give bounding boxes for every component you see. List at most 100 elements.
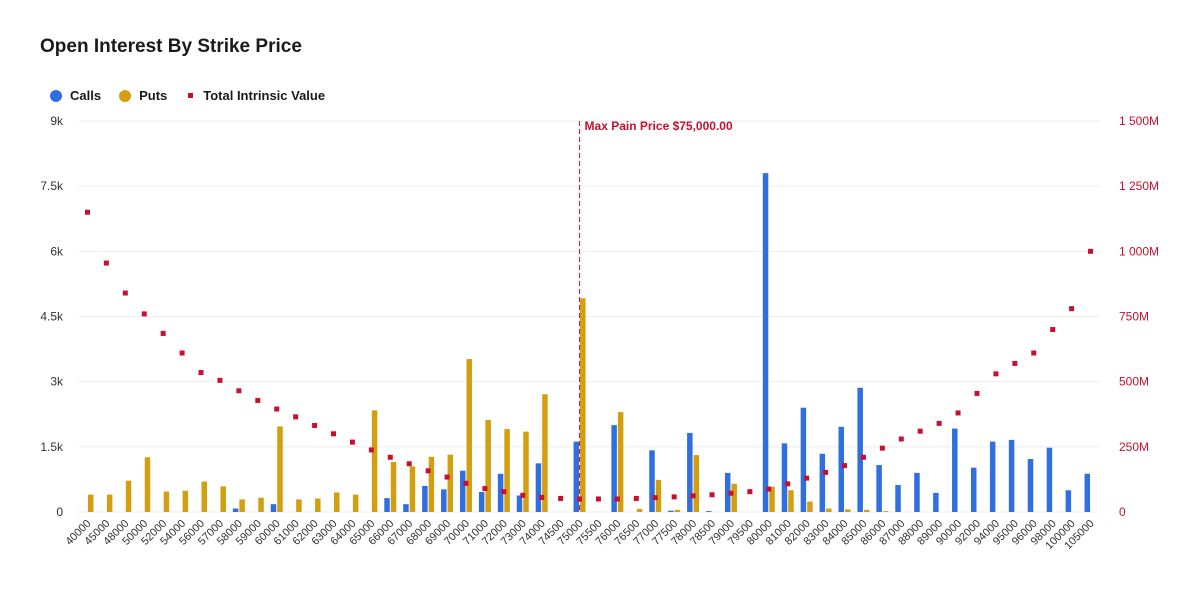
total-intrinsic-point: [520, 492, 526, 498]
total-intrinsic-point: [879, 445, 885, 451]
total-intrinsic-point: [312, 422, 318, 428]
total-intrinsic-point: [198, 370, 204, 376]
total-swatch-icon: [188, 93, 194, 98]
total-intrinsic-point: [274, 406, 280, 412]
calls-bar: [403, 504, 409, 512]
calls-bar: [232, 508, 239, 512]
calls-bar: [1008, 439, 1015, 512]
calls-bar: [876, 465, 882, 512]
y-tick-label-left: 0: [56, 505, 63, 519]
total-intrinsic-point: [671, 494, 677, 500]
total-intrinsic-point: [993, 371, 999, 377]
y-tick-label-right: 250M: [1119, 440, 1149, 454]
y-tick-label-right: 1 500M: [1119, 114, 1159, 128]
total-intrinsic-point: [652, 495, 658, 501]
y-tick-label-left: 3k: [50, 375, 64, 389]
calls-bar: [952, 428, 958, 512]
puts-bar: [220, 486, 226, 512]
total-intrinsic-point: [387, 454, 393, 460]
puts-bar: [769, 486, 775, 512]
puts-bar: [882, 511, 889, 512]
calls-bar: [497, 473, 504, 512]
total-intrinsic-point: [842, 463, 847, 469]
legend-item-calls[interactable]: Calls: [50, 88, 101, 103]
puts-bar: [87, 494, 94, 512]
total-intrinsic-point: [141, 311, 147, 317]
total-intrinsic-point: [1088, 248, 1094, 254]
calls-bar: [724, 472, 731, 512]
total-intrinsic-point: [539, 494, 545, 500]
total-intrinsic-point: [804, 475, 810, 481]
calls-bar: [895, 485, 901, 512]
puts-bar: [163, 491, 170, 512]
chart-title: Open Interest By Strike Price: [40, 36, 302, 57]
calls-bar: [384, 498, 390, 512]
puts-bar: [731, 483, 737, 512]
y-tick-label-right: 1 250M: [1119, 179, 1159, 193]
calls-bar: [989, 441, 996, 512]
puts-bar: [296, 499, 302, 512]
calls-bar: [914, 472, 920, 512]
puts-bar: [390, 462, 397, 512]
puts-bar: [807, 501, 813, 512]
total-intrinsic-point: [217, 377, 223, 383]
legend-item-total[interactable]: Total Intrinsic Value: [185, 88, 325, 103]
y-tick-label-left: 4.5k: [40, 310, 64, 324]
total-intrinsic-point: [955, 410, 961, 416]
total-intrinsic-point: [860, 454, 866, 460]
calls-bar: [516, 495, 523, 512]
total-intrinsic-point: [444, 474, 450, 480]
total-intrinsic-point: [255, 397, 261, 403]
calls-bar: [535, 463, 542, 512]
y-tick-label-right: 0: [1119, 505, 1126, 519]
y-tick-label-right: 1 000M: [1119, 244, 1159, 258]
total-intrinsic-point: [747, 489, 753, 495]
max-pain-label: Max Pain Price $75,000.00: [585, 119, 733, 133]
total-intrinsic-point: [917, 428, 923, 434]
total-intrinsic-point: [368, 447, 374, 453]
total-intrinsic-point: [1069, 306, 1075, 312]
total-intrinsic-point: [633, 495, 639, 501]
total-intrinsic-point: [160, 330, 166, 336]
total-intrinsic-point: [974, 390, 980, 396]
calls-bar: [1046, 447, 1053, 512]
total-intrinsic-point: [122, 290, 128, 296]
puts-bar: [125, 480, 132, 512]
puts-bar: [655, 479, 662, 512]
y-tick-label-left: 1.5k: [40, 440, 64, 454]
puts-bar: [371, 410, 378, 512]
calls-bar: [478, 492, 485, 512]
total-intrinsic-point: [595, 496, 601, 502]
y-tick-label-left: 6k: [50, 244, 64, 258]
total-intrinsic-point: [558, 495, 564, 501]
total-intrinsic-point: [84, 209, 90, 215]
puts-bar: [504, 429, 510, 512]
calls-bar: [706, 511, 712, 512]
total-intrinsic-point: [482, 486, 488, 492]
legend: Calls Puts Total Intrinsic Value: [50, 88, 343, 103]
puts-bar: [277, 426, 283, 512]
calls-bar: [1027, 458, 1034, 512]
puts-bar: [788, 490, 794, 512]
legend-item-puts[interactable]: Puts: [119, 88, 167, 103]
calls-bar: [422, 485, 428, 512]
total-intrinsic-point: [1012, 360, 1018, 366]
y-tick-label-left: 7.5k: [40, 179, 64, 193]
total-intrinsic-point: [463, 480, 469, 486]
total-intrinsic-point: [425, 468, 431, 474]
calls-bar: [668, 510, 674, 512]
total-intrinsic-point: [936, 420, 942, 426]
calls-bar: [459, 470, 466, 512]
total-intrinsic-point: [1031, 350, 1037, 356]
total-intrinsic-point: [1050, 327, 1056, 333]
puts-bar: [845, 509, 851, 512]
calls-bar: [270, 504, 277, 512]
puts-bar: [826, 508, 832, 512]
puts-bar: [352, 494, 359, 512]
puts-bar: [617, 412, 624, 512]
total-intrinsic-point: [690, 493, 696, 499]
puts-bar: [693, 455, 700, 512]
total-intrinsic-point: [103, 260, 109, 266]
